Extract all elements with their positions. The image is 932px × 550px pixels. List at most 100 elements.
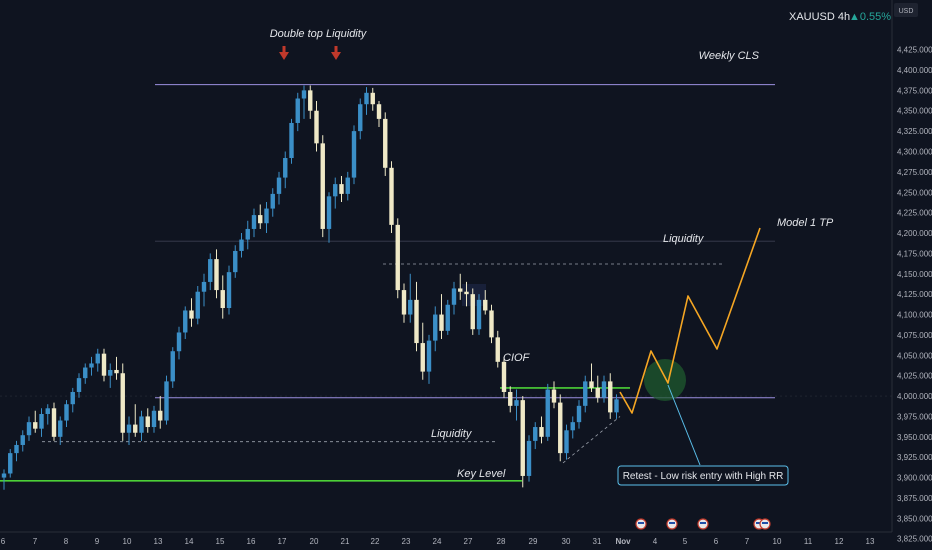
candle[interactable] — [320, 135, 325, 238]
candle[interactable] — [245, 220, 250, 250]
candle[interactable] — [183, 306, 188, 339]
economic-event-icon[interactable] — [635, 518, 647, 530]
candle[interactable] — [233, 245, 238, 278]
candle[interactable] — [95, 348, 100, 372]
candle[interactable] — [101, 348, 107, 382]
candle[interactable] — [295, 92, 300, 132]
candle[interactable] — [195, 286, 200, 325]
candle[interactable] — [283, 151, 288, 189]
candle[interactable] — [601, 375, 607, 403]
candle[interactable] — [176, 326, 182, 360]
candle[interactable] — [345, 171, 350, 201]
candle[interactable] — [89, 356, 94, 376]
candle[interactable] — [614, 394, 619, 419]
candle[interactable] — [420, 322, 425, 380]
candle[interactable] — [358, 98, 363, 140]
candle[interactable] — [208, 253, 213, 291]
candle[interactable] — [495, 330, 500, 368]
candle[interactable] — [239, 233, 244, 258]
candle[interactable] — [445, 299, 450, 335]
candle[interactable] — [489, 304, 494, 344]
candle[interactable] — [401, 283, 407, 323]
candle[interactable] — [51, 402, 57, 441]
time-axis[interactable]: 6 7 8 9 10 13 14 15 16 17 20 21 22 23 24 27 28 29 30 31 Nov 4… — [0, 518, 892, 546]
candle[interactable] — [483, 290, 488, 315]
candle[interactable] — [226, 265, 232, 315]
candle[interactable] — [264, 202, 269, 234]
candle[interactable] — [126, 416, 132, 445]
candle[interactable] — [114, 356, 119, 380]
candle[interactable] — [64, 400, 69, 428]
candle[interactable] — [45, 404, 50, 425]
economic-event-icon[interactable] — [697, 518, 709, 530]
candle[interactable] — [526, 435, 532, 482]
candle[interactable] — [570, 416, 575, 439]
trendline-dashed[interactable] — [562, 416, 621, 464]
candle[interactable] — [251, 208, 257, 238]
candle[interactable] — [108, 363, 113, 388]
candle[interactable] — [408, 273, 413, 323]
candle[interactable] — [589, 363, 594, 392]
candle[interactable] — [33, 410, 38, 433]
candle[interactable] — [189, 298, 194, 327]
candle[interactable] — [539, 416, 544, 444]
candle[interactable] — [151, 405, 157, 433]
candle[interactable] — [564, 424, 569, 460]
candle[interactable] — [39, 408, 44, 437]
candle[interactable] — [314, 100, 319, 152]
candle[interactable] — [383, 112, 388, 176]
candle[interactable] — [583, 375, 588, 413]
candle[interactable] — [395, 218, 400, 299]
candle[interactable] — [133, 404, 138, 437]
candle[interactable] — [70, 387, 75, 413]
candle[interactable] — [476, 294, 482, 335]
candle[interactable] — [558, 394, 563, 462]
candle[interactable] — [433, 306, 438, 352]
candle[interactable] — [576, 400, 582, 429]
candle[interactable] — [514, 389, 519, 421]
candle[interactable] — [414, 281, 419, 352]
candle[interactable] — [120, 363, 125, 441]
candle[interactable] — [439, 294, 444, 339]
economic-event-icon[interactable] — [666, 518, 678, 530]
candle[interactable] — [308, 85, 313, 119]
projected-price-path[interactable] — [619, 227, 761, 414]
candle[interactable] — [545, 383, 550, 441]
candle[interactable] — [501, 356, 507, 398]
candle[interactable] — [26, 416, 32, 441]
candle[interactable] — [301, 85, 307, 119]
candle[interactable] — [1, 469, 7, 490]
candle[interactable] — [533, 422, 538, 450]
candle[interactable] — [158, 396, 163, 429]
candle[interactable] — [20, 430, 25, 452]
candle[interactable] — [145, 408, 150, 433]
candle[interactable] — [258, 204, 263, 229]
candle[interactable] — [595, 375, 600, 403]
candle[interactable] — [8, 449, 13, 478]
candle[interactable] — [351, 125, 357, 185]
candle[interactable] — [214, 249, 219, 299]
candle[interactable] — [201, 273, 207, 307]
candle[interactable] — [164, 375, 169, 425]
candle[interactable] — [451, 281, 457, 315]
candle[interactable] — [364, 87, 369, 115]
candle[interactable] — [520, 396, 525, 488]
price-axis[interactable]: 3,825.000 3,850.000 3,875.000 3,900.000 3,92… — [891, 0, 932, 544]
candle[interactable] — [464, 281, 469, 307]
candle[interactable] — [458, 273, 463, 300]
candle[interactable] — [83, 363, 88, 384]
candle[interactable] — [139, 410, 144, 441]
candle[interactable] — [370, 87, 375, 111]
candle[interactable] — [76, 373, 82, 398]
candle[interactable] — [58, 416, 63, 445]
candle[interactable] — [326, 192, 332, 243]
candle[interactable] — [470, 288, 475, 335]
entry-zone-circle[interactable] — [644, 359, 686, 401]
candle[interactable] — [426, 334, 432, 384]
candle[interactable] — [376, 100, 382, 128]
candle[interactable] — [14, 440, 19, 462]
candle[interactable] — [170, 347, 175, 388]
candle[interactable] — [608, 373, 613, 419]
candle[interactable] — [389, 161, 394, 234]
candle[interactable] — [508, 386, 513, 413]
